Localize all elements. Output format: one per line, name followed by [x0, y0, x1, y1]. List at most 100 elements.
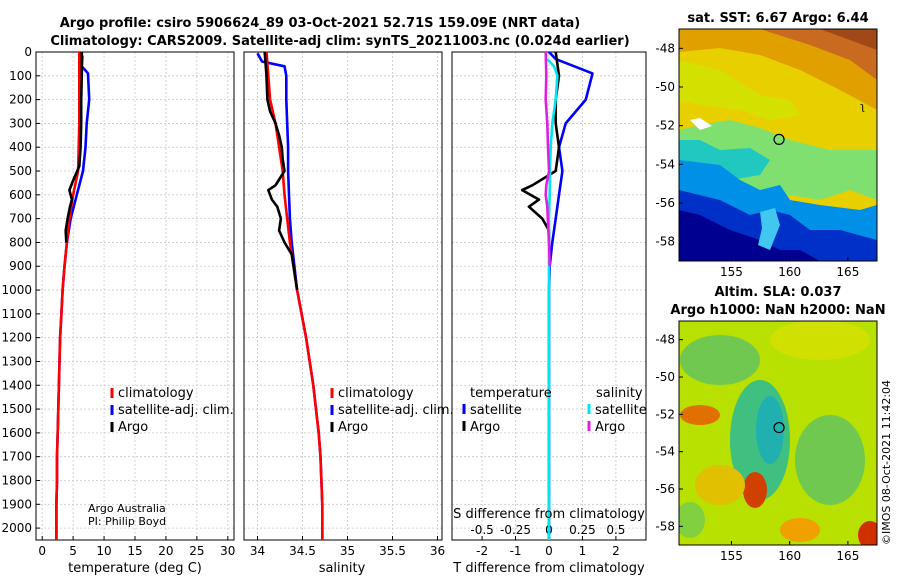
y-tick-label: 500	[9, 164, 32, 178]
legend-s-satellite-label: satellite	[595, 403, 647, 418]
x-tick-label: -1	[510, 544, 522, 558]
y-tick-label: 300	[9, 116, 32, 130]
y-tick-label: 1400	[1, 378, 32, 392]
y-tick-label: 2000	[1, 521, 32, 535]
y-tick-label: 1700	[1, 450, 32, 464]
x-tick-label: 0	[38, 544, 46, 558]
figure-title-line1: Argo profile: csiro 5906624_89 03-Oct-20…	[60, 16, 581, 31]
salinity-axes-box	[243, 51, 443, 541]
sst-map: sat. SST: 6.67 Argo: 6.44 155 160 165 -48 -5…	[655, 11, 878, 279]
sla-float-marker	[773, 421, 785, 434]
map-y-tick-label: -48	[655, 41, 675, 55]
difference-panel: -2 -1 0 1 2 -0.5 -0.25 0 0.25 0.5 T difference f…	[451, 51, 647, 576]
x-tick-label: 15	[127, 544, 142, 558]
y-tick-label: 1200	[1, 331, 32, 345]
y-tick-label: 600	[9, 188, 32, 202]
series-line-salinity-argo	[544, 51, 551, 267]
imos-watermark: ©IMOS 08-Oct-2021 11:42:04	[880, 380, 893, 545]
map-y-tick-label: -56	[655, 196, 675, 210]
difference-ticks: -2 -1 0 1 2	[476, 536, 620, 558]
map-x-tick-label: 160	[778, 265, 801, 279]
legend-s-argo-label: Argo	[595, 420, 625, 435]
salinity-series	[256, 51, 324, 540]
x-tick-label: 2	[612, 544, 620, 558]
sst-float-marker	[773, 133, 785, 145]
temperature-panel: 0 100 200 300 400 500 600 700 800 900 1000 1100 1200…	[1, 45, 235, 576]
x-tick-label: 5	[69, 544, 77, 558]
temperature-ticks: 0 5 10 15 20 25 30	[38, 536, 235, 558]
y-tick-label: 1000	[1, 283, 32, 297]
y-tick-label: 400	[9, 140, 32, 154]
x-tick-label: 35.5	[379, 544, 406, 558]
x-tick-label: 34	[250, 544, 265, 558]
map-x-tick-label: 165	[836, 549, 859, 563]
x-tick-label: 1	[579, 544, 587, 558]
y-tick-label: 1300	[1, 354, 32, 368]
x-tick-label: 35	[340, 544, 355, 558]
map-x-tick-label: 155	[720, 265, 743, 279]
x-tick-label: -2	[476, 544, 488, 558]
sla-map-title-line2: Argo h1000: NaN h2000: NaN	[670, 303, 885, 318]
y-tick-label: 1100	[1, 307, 32, 321]
y-tick-label: 700	[9, 212, 32, 226]
depth-ticks: 0 100 200 300 400 500 600 700 800 900 1000 1100 1200…	[1, 45, 40, 535]
map-x-tick-label: 155	[720, 549, 743, 563]
map-y-tick-label: -52	[655, 407, 675, 421]
legend-temperature-header: temperature	[470, 386, 552, 401]
series-line-argo	[263, 51, 299, 291]
salinity-panel: 34 34.5 35 35.5 36 salinity climatology sate…	[243, 51, 454, 576]
credit-text: Argo Australia	[88, 502, 166, 515]
sst-island-glyph: ʅ	[860, 100, 865, 113]
x-tick-label: 20	[158, 544, 173, 558]
t-difference-xlabel: T difference from climatology	[452, 561, 645, 576]
sst-map-ticks: 155 160 165 -48 -50 -52 -54 -56 -58	[655, 41, 859, 279]
sla-map-title-line1: Altim. SLA: 0.037	[715, 285, 842, 300]
sla-map-image	[679, 321, 877, 545]
map-y-tick-label: -56	[655, 482, 675, 496]
salinity-legend: climatology satellite-adj. clim. Argo	[330, 386, 454, 435]
map-y-tick-label: -58	[655, 519, 675, 533]
salinity-ticks: 34 34.5 35 35.5 36	[250, 536, 445, 558]
salinity-grid	[244, 51, 442, 540]
figure-title-line2: Climatology: CARS2009. Satellite-adj cli…	[50, 34, 629, 49]
temperature-xlabel: temperature (deg C)	[68, 561, 202, 576]
legend2-satellite-label: satellite-adj. clim.	[338, 403, 454, 418]
y-tick-label: 900	[9, 259, 32, 273]
s-tick-label: 0.25	[569, 523, 596, 537]
y-tick-label: 1900	[1, 497, 32, 511]
y-tick-label: 1500	[1, 402, 32, 416]
sla-map-ticks: 155 160 165 -48 -50 -52 -54 -56 -58	[655, 333, 859, 563]
x-tick-label: 25	[189, 544, 204, 558]
legend2-climatology-label: climatology	[338, 386, 414, 401]
legend2-argo-label: Argo	[338, 420, 368, 435]
sst-map-title: sat. SST: 6.67 Argo: 6.44	[687, 11, 868, 26]
temperature-grid	[36, 51, 234, 540]
temperature-legend: climatology satellite-adj. clim. Argo	[110, 386, 234, 435]
sla-map: Altim. SLA: 0.037 Argo h1000: NaN h2000:…	[655, 285, 885, 563]
difference-series	[520, 51, 594, 540]
series-line-climatology	[265, 51, 324, 540]
map-y-tick-label: -54	[655, 157, 675, 171]
series-line-argo	[64, 52, 84, 243]
s-tick-label: 0.5	[606, 523, 625, 537]
map-y-tick-label: -54	[655, 445, 675, 459]
x-tick-label: 10	[96, 544, 111, 558]
x-tick-label: 30	[220, 544, 235, 558]
series-line-satellite-adj-clim-	[256, 52, 324, 540]
y-tick-label: 100	[9, 69, 32, 83]
map-x-tick-label: 165	[836, 265, 859, 279]
map-y-tick-label: -58	[655, 235, 675, 249]
x-tick-label: 36	[430, 544, 445, 558]
y-tick-label: 200	[9, 93, 32, 107]
salinity-xlabel: salinity	[319, 561, 366, 576]
temperature-series	[55, 51, 91, 540]
legend-t-argo-label: Argo	[470, 420, 500, 435]
x-tick-label: 0	[545, 544, 553, 558]
legend-satellite-label: satellite-adj. clim.	[118, 403, 234, 418]
legend-argo-label: Argo	[118, 420, 148, 435]
map-y-tick-label: -52	[655, 119, 675, 133]
s-difference-label: S difference from climatology	[453, 507, 645, 522]
legend-t-satellite-label: satellite	[470, 403, 522, 418]
y-tick-label: 800	[9, 235, 32, 249]
